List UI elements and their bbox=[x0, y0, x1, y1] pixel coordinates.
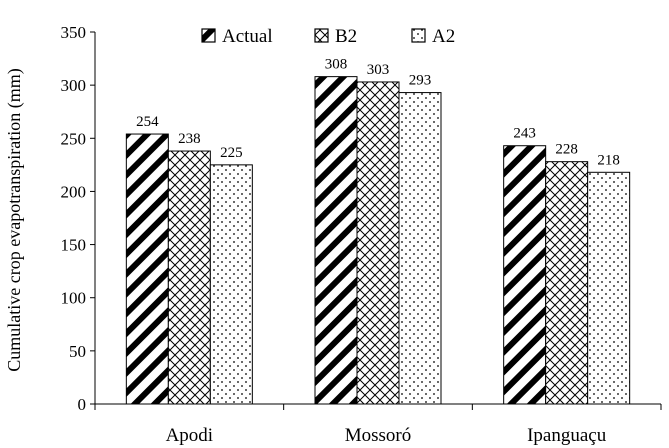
y-tick-label: 300 bbox=[61, 76, 87, 95]
y-tick-label: 200 bbox=[61, 182, 87, 201]
data-label: 254 bbox=[136, 114, 159, 130]
data-label: 225 bbox=[220, 145, 243, 161]
category-label: Mossoró bbox=[345, 425, 412, 446]
legend-swatch-actual bbox=[202, 29, 215, 42]
legend-label-b2: B2 bbox=[335, 26, 357, 47]
bar-b2-0 bbox=[168, 151, 210, 404]
y-tick-label: 50 bbox=[69, 342, 86, 361]
data-label: 218 bbox=[597, 152, 620, 168]
y-tick-label: 100 bbox=[61, 289, 87, 308]
legend-swatch-b2 bbox=[315, 29, 328, 42]
bar-b2-2 bbox=[546, 162, 588, 404]
data-label: 238 bbox=[178, 131, 201, 147]
legend-swatch-a2 bbox=[412, 29, 425, 42]
bar-b2-1 bbox=[357, 82, 399, 404]
data-label: 243 bbox=[513, 126, 536, 142]
y-tick-label: 150 bbox=[61, 236, 87, 255]
data-label: 293 bbox=[409, 73, 432, 89]
bar-a2-1 bbox=[399, 93, 441, 404]
category-label: Ipanguaçu bbox=[527, 425, 607, 446]
bar-actual-0 bbox=[126, 134, 168, 404]
y-tick-label: 350 bbox=[61, 23, 87, 42]
bar-actual-1 bbox=[315, 77, 357, 404]
data-label: 303 bbox=[367, 62, 390, 78]
bar-a2-0 bbox=[210, 165, 252, 404]
legend-label-a2: A2 bbox=[432, 26, 455, 47]
data-label: 308 bbox=[325, 57, 348, 73]
y-axis-title: Cumulative crop evapotranspiration (mm) bbox=[4, 68, 25, 371]
bar-a2-2 bbox=[588, 172, 630, 404]
y-tick-label: 250 bbox=[61, 129, 87, 148]
legend-label-actual: Actual bbox=[222, 26, 273, 47]
legend: Actual B2 A2 bbox=[202, 26, 455, 47]
data-label: 228 bbox=[555, 142, 578, 158]
bars: 254 238 225 308 303 293 243 228 218 bbox=[126, 57, 629, 404]
y-tick-label: 0 bbox=[78, 395, 87, 414]
bar-actual-2 bbox=[504, 146, 546, 404]
category-label: Apodi bbox=[166, 425, 214, 446]
